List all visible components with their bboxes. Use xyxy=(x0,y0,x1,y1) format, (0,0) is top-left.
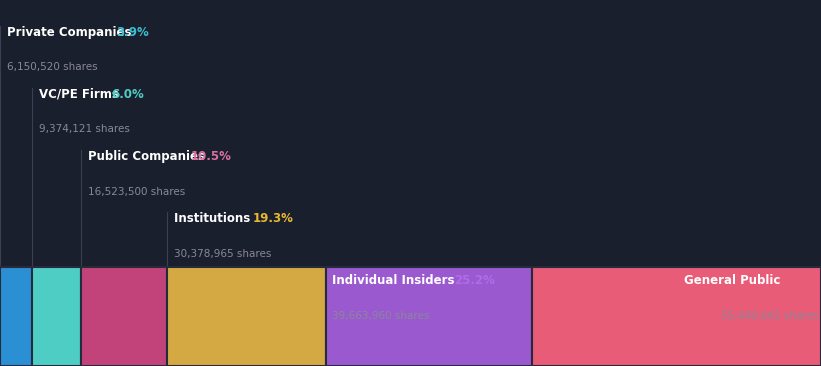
Text: VC/PE Firms: VC/PE Firms xyxy=(39,88,122,101)
Text: 16,523,500 shares: 16,523,500 shares xyxy=(88,187,185,197)
Bar xyxy=(532,267,821,366)
Text: Individual Insiders: Individual Insiders xyxy=(333,274,459,288)
Text: 39,663,960 shares: 39,663,960 shares xyxy=(333,311,429,321)
Text: 6,150,520 shares: 6,150,520 shares xyxy=(7,62,97,72)
Text: Private Companies: Private Companies xyxy=(7,26,135,39)
Bar xyxy=(0,267,32,366)
Text: 30,378,965 shares: 30,378,965 shares xyxy=(174,249,271,259)
Text: 3.9%: 3.9% xyxy=(116,26,149,39)
Bar xyxy=(167,267,326,366)
Text: 9,374,121 shares: 9,374,121 shares xyxy=(39,124,130,134)
Text: Public Companies: Public Companies xyxy=(88,150,209,163)
Bar xyxy=(81,267,167,366)
Text: Institutions: Institutions xyxy=(174,212,255,225)
Text: 25.2%: 25.2% xyxy=(454,274,494,288)
Text: 19.3%: 19.3% xyxy=(253,212,294,225)
Bar xyxy=(326,267,532,366)
Text: General Public: General Public xyxy=(685,274,785,288)
Text: 10.5%: 10.5% xyxy=(191,150,232,163)
Text: 55,440,642 shares: 55,440,642 shares xyxy=(721,311,819,321)
Text: 35.2%: 35.2% xyxy=(777,274,819,288)
Bar xyxy=(32,267,81,366)
Text: 6.0%: 6.0% xyxy=(112,88,144,101)
